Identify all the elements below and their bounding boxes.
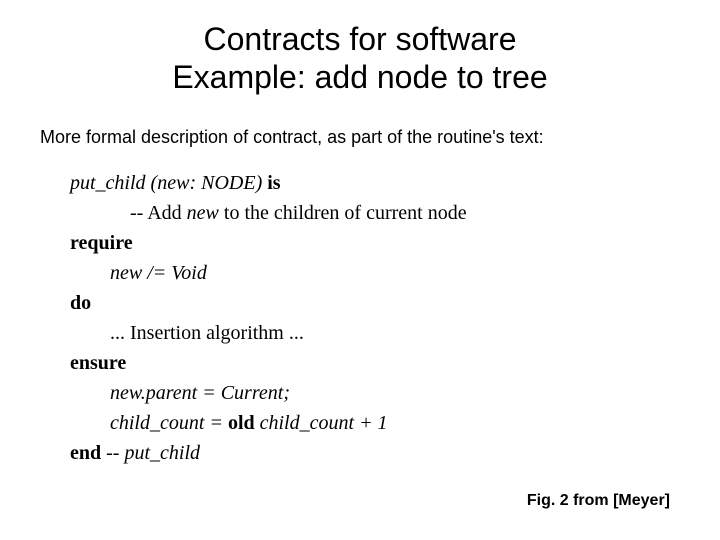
code-line-require: require xyxy=(70,228,680,258)
code-block: put_child (new: NODE) is -- Add new to t… xyxy=(70,168,680,468)
comment-new: new xyxy=(187,202,219,224)
sig-is: is xyxy=(267,172,280,194)
e2-plus: + 1 xyxy=(354,412,388,434)
insert-text: ... Insertion algorithm ... xyxy=(110,322,304,344)
code-line-comment: -- Add new to the children of current no… xyxy=(70,198,680,228)
require-kw: require xyxy=(70,232,133,254)
do-kw: do xyxy=(70,292,91,314)
comment-suffix: to the children of current node xyxy=(219,202,467,224)
code-line-do: do xyxy=(70,288,680,318)
req-right: Void xyxy=(171,262,207,284)
end-kw: end xyxy=(70,442,101,464)
e2-eq: = xyxy=(204,412,228,434)
code-line-ensure: ensure xyxy=(70,348,680,378)
code-line-ensure-1: new.parent = Current; xyxy=(70,378,680,408)
code-line-insert: ... Insertion algorithm ... xyxy=(70,318,680,348)
sig-close: ) xyxy=(256,172,268,194)
e2-left: child_count xyxy=(110,412,204,434)
slide: Contracts for software Example: add node… xyxy=(0,0,720,540)
code-line-require-body: new /= Void xyxy=(70,258,680,288)
e1-left: new.parent xyxy=(110,382,197,404)
sig-param: new xyxy=(157,172,189,194)
req-op: /= xyxy=(142,262,171,284)
sig-name: put_child xyxy=(70,172,146,194)
comment-prefix: -- Add xyxy=(130,202,187,224)
sig-type: NODE xyxy=(201,172,255,194)
end-comment: -- xyxy=(101,442,124,464)
sig-colon: : xyxy=(189,172,201,194)
title-line-1: Contracts for software xyxy=(204,21,517,57)
e2-right: child_count xyxy=(260,412,354,434)
req-left: new xyxy=(110,262,142,284)
e1-eq: = xyxy=(197,382,221,404)
slide-title: Contracts for software Example: add node… xyxy=(40,20,680,97)
e1-semi: ; xyxy=(283,382,290,404)
e2-old: old xyxy=(228,412,255,434)
e1-right: Current xyxy=(221,382,284,404)
sig-open: ( xyxy=(146,172,158,194)
slide-subtitle: More formal description of contract, as … xyxy=(40,127,680,148)
title-line-2: Example: add node to tree xyxy=(172,59,547,95)
figure-caption: Fig. 2 from [Meyer] xyxy=(527,492,670,510)
code-line-signature: put_child (new: NODE) is xyxy=(70,168,680,198)
code-line-end: end -- put_child xyxy=(70,438,680,468)
end-name: put_child xyxy=(124,442,200,464)
code-line-ensure-2: child_count = old child_count + 1 xyxy=(70,408,680,438)
ensure-kw: ensure xyxy=(70,352,126,374)
